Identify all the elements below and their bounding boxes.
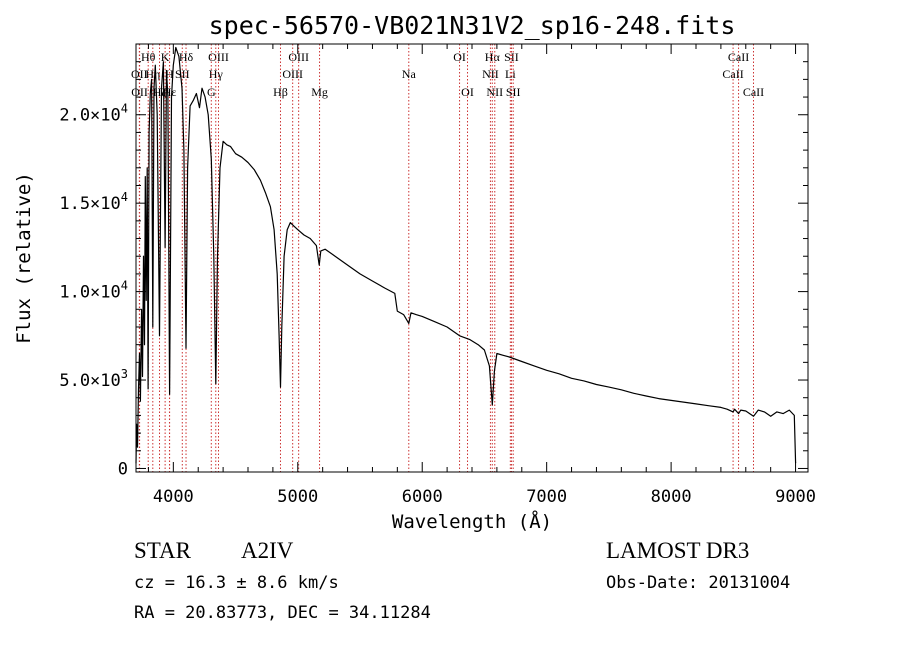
marker-label-3: Hη bbox=[145, 67, 160, 81]
marker-label-2: Hθ bbox=[141, 50, 156, 64]
y-tick-label-4: 2.0×104 bbox=[59, 102, 128, 126]
chart-title: spec-56570-VB021N31V2_sp16-248.fits bbox=[209, 11, 736, 40]
marker-label-21: NII bbox=[482, 67, 499, 81]
coordinates-readout: RA = 20.83773, DEC = 34.11284 bbox=[134, 603, 431, 623]
marker-label-11: Hγ bbox=[209, 67, 224, 81]
object-type: STAR bbox=[134, 538, 191, 563]
marker-label-0: OII bbox=[131, 67, 148, 81]
marker-label-23: SII bbox=[504, 50, 519, 64]
marker-label-27: CaII bbox=[722, 67, 743, 81]
marker-label-1: OII bbox=[131, 85, 148, 99]
x-tick-label-5: 9000 bbox=[775, 487, 816, 507]
marker-label-14: OIII bbox=[288, 50, 309, 64]
marker-label-15: OIII bbox=[282, 67, 303, 81]
marker-label-13: Hβ bbox=[273, 85, 288, 99]
x-tick-label-3: 7000 bbox=[526, 487, 567, 507]
marker-label-6: H bbox=[165, 67, 174, 81]
marker-label-16: Mg bbox=[311, 85, 328, 99]
redshift-readout: cz = 16.3 ± 8.6 km/s bbox=[134, 573, 339, 593]
x-axis-label: Wavelength (Å) bbox=[392, 510, 552, 533]
marker-label-24: Li bbox=[505, 67, 516, 81]
x-tick-label-0: 4000 bbox=[153, 487, 194, 507]
marker-label-26: CaII bbox=[728, 50, 749, 64]
marker-label-10: OIII bbox=[208, 50, 229, 64]
plot-frame bbox=[135, 43, 809, 473]
spectral-subclass: A2IV bbox=[241, 538, 294, 563]
y-tick-label-2: 1.0×104 bbox=[59, 279, 128, 303]
y-tick-label-0: 0 bbox=[118, 459, 128, 479]
marker-label-19: OI bbox=[461, 85, 474, 99]
marker-label-20: Hα bbox=[485, 50, 501, 64]
spectrum-series-line bbox=[135, 46, 797, 464]
x-tick-label-4: 8000 bbox=[651, 487, 692, 507]
y-axis-label: Flux (relative) bbox=[13, 172, 35, 344]
marker-label-22: NII bbox=[486, 85, 503, 99]
axis-ticks: 4000 5000 6000 7000 8000 9000 0 5.0×103 1.0×104 1… bbox=[59, 44, 816, 507]
marker-label-28: CaII bbox=[743, 85, 764, 99]
y-tick-label-1: 5.0×103 bbox=[59, 367, 128, 391]
marker-label-5: K bbox=[161, 50, 170, 64]
survey-name: LAMOST DR3 bbox=[606, 538, 750, 563]
x-tick-label-1: 5000 bbox=[277, 487, 318, 507]
y-tick-label-3: 1.5×104 bbox=[59, 190, 128, 214]
x-tick-label-2: 6000 bbox=[402, 487, 443, 507]
marker-label-8: Hδ bbox=[179, 50, 194, 64]
marker-label-17: Na bbox=[402, 67, 417, 81]
marker-label-18: OI bbox=[453, 50, 466, 64]
marker-label-12: G bbox=[207, 85, 216, 99]
marker-label-9: SII bbox=[175, 67, 190, 81]
marker-label-7: Hε bbox=[163, 85, 177, 99]
obs-date: Obs-Date: 20131004 bbox=[606, 573, 791, 593]
marker-label-25: SII bbox=[506, 85, 521, 99]
